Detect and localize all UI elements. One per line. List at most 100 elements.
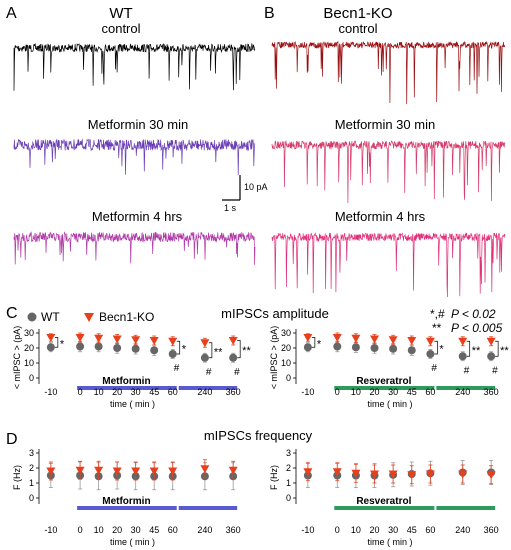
trace-ko-metformin-4h xyxy=(271,232,506,298)
data-point-ko xyxy=(332,334,342,342)
y-tick-label: 10 xyxy=(281,358,291,368)
data-point-wt xyxy=(150,346,159,355)
data-point-wt xyxy=(351,343,360,352)
data-point-wt xyxy=(458,352,467,361)
sig-star: ** xyxy=(500,345,509,357)
panel-letter-b: B xyxy=(264,5,275,22)
data-point-ko xyxy=(370,335,380,344)
data-point-ko xyxy=(303,468,313,477)
x-axis-label: time ( min ) xyxy=(368,537,413,547)
x-tick-label: 0 xyxy=(335,387,340,397)
drug-label: Metformin xyxy=(102,376,150,387)
data-point-ko xyxy=(200,465,210,474)
x-tick-label: 20 xyxy=(112,387,122,397)
sig-star: * xyxy=(182,344,187,356)
sig-p-2: P < 0.005 xyxy=(451,321,503,335)
trace-wt-metformin-4h xyxy=(13,231,256,265)
x-tick-label: 10 xyxy=(94,525,104,535)
x-tick-label: 30 xyxy=(131,525,141,535)
x-tick-label: 0 xyxy=(335,525,340,535)
drug-bar xyxy=(334,506,435,510)
panel-letter-c: C xyxy=(6,305,18,322)
x-axis-label: time ( min ) xyxy=(368,399,413,409)
y-tick-label: 0 xyxy=(29,373,34,383)
sig-hash: # xyxy=(206,367,212,378)
drug-label: Resveratrol xyxy=(356,496,411,507)
data-point-ko xyxy=(149,337,159,345)
data-point-ko xyxy=(75,466,85,475)
data-point-wt xyxy=(407,346,416,355)
legend-wt-label: WT xyxy=(41,310,60,324)
drug-bar xyxy=(77,386,177,390)
frequency-title: mIPSCs frequency xyxy=(204,428,313,443)
data-point-ko xyxy=(351,334,361,343)
data-point-ko xyxy=(112,335,122,344)
data-point-ko xyxy=(94,466,104,475)
data-point-ko xyxy=(131,336,141,345)
data-point-ko xyxy=(332,468,342,477)
data-point-wt xyxy=(303,343,312,352)
metformin-4h-label-a: Metformin 4 hrs xyxy=(92,209,183,224)
x-tick-label: 20 xyxy=(370,387,380,397)
y-tick-label: 1 xyxy=(29,478,34,488)
drug-bar-late xyxy=(436,386,496,390)
drug-bar-late xyxy=(178,386,238,390)
drug-bar xyxy=(77,506,177,510)
y-axis-label: F (Hz) xyxy=(269,465,279,490)
data-point-wt xyxy=(113,344,122,352)
y-tick-label: 3 xyxy=(286,448,291,458)
y-tick-label: 20 xyxy=(281,343,291,353)
x-tick-label: 10 xyxy=(351,525,361,535)
trace-wt-metformin-30 xyxy=(13,138,256,176)
x-tick-label: 45 xyxy=(407,387,417,397)
y-tick-label: 1 xyxy=(286,478,291,488)
x-tick-label: 60 xyxy=(168,525,178,535)
drug-bar xyxy=(334,386,435,390)
data-point-wt xyxy=(229,353,238,362)
data-point-ko xyxy=(407,337,417,345)
data-point-wt xyxy=(389,344,398,353)
x-tick-label: 240 xyxy=(455,525,470,535)
y-tick-label: 20 xyxy=(24,343,34,353)
x-tick-label: 60 xyxy=(425,387,435,397)
drug-label: Resveratrol xyxy=(356,376,411,387)
sig-bracket xyxy=(311,337,316,348)
y-tick-label: 0 xyxy=(286,493,291,503)
x-tick-label: 60 xyxy=(425,525,435,535)
x-tick-label: 0 xyxy=(78,525,83,535)
data-point-ko xyxy=(75,334,85,342)
data-point-wt xyxy=(333,342,342,351)
chart-D-right: 0 1 2 3 F (Hz) Resveratrol -10 0 10 20 30 45 60 240 36… xyxy=(269,448,499,547)
x-tick-label: 10 xyxy=(94,387,104,397)
sig-hash: # xyxy=(174,363,180,374)
legend-ko-marker xyxy=(84,313,94,322)
genotype-wt-label: WT xyxy=(109,5,132,22)
sig-p-1: P < 0.02 xyxy=(451,307,496,321)
x-tick-label: 45 xyxy=(149,387,159,397)
chart-D-left: 0 1 2 3 F (Hz) Metformin -10 0 10 20 30 45 60 240 360 t… xyxy=(12,448,241,547)
x-axis-label: time ( min ) xyxy=(110,399,155,409)
data-point-ko xyxy=(228,466,238,475)
data-point-wt xyxy=(168,350,177,358)
sig-star: * xyxy=(60,338,65,350)
x-tick-label: -10 xyxy=(44,387,57,397)
genotype-ko-label: Becn1-KO xyxy=(323,5,392,22)
scale-time-label: 1 s xyxy=(224,203,237,213)
x-tick-label: 360 xyxy=(226,387,241,397)
y-tick-label: 10 xyxy=(24,358,34,368)
sig-hash: # xyxy=(234,367,240,378)
data-point-ko xyxy=(168,337,178,346)
metformin-30-label-a: Metformin 30 min xyxy=(88,117,188,132)
y-tick-label: 3 xyxy=(29,448,34,458)
sig-bracket xyxy=(54,337,59,348)
scale-bar: 10 pA 1 s xyxy=(222,175,268,213)
sig-symbol-2: ** xyxy=(432,321,442,335)
data-point-ko xyxy=(425,470,435,479)
scale-amp-label: 10 pA xyxy=(244,182,268,192)
data-point-ko xyxy=(407,471,417,480)
sig-star: ** xyxy=(214,346,223,358)
sig-star: * xyxy=(439,344,444,356)
sig-hash: # xyxy=(464,365,470,376)
